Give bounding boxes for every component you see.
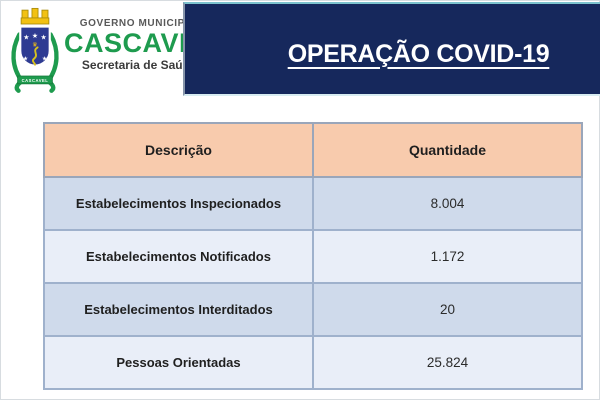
secretaria-label: Secretaria de Saúde: [81, 58, 197, 73]
row-value: 20: [312, 282, 583, 337]
shield: [19, 25, 51, 67]
covid-data-table: Descrição Quantidade Estabelecimentos In…: [43, 122, 583, 390]
table-row: Estabelecimentos Interditados 20: [43, 282, 583, 337]
crown-icon: ♛: [32, 42, 37, 49]
star-icon: ★: [32, 32, 38, 40]
page-title: OPERAÇÃO COVID-19: [287, 39, 550, 68]
row-label: Estabelecimentos Interditados: [43, 282, 314, 337]
mural-crown: [20, 7, 50, 25]
star-icon: ★: [42, 55, 48, 62]
table-row: Estabelecimentos Notificados 1.172: [43, 229, 583, 284]
row-value: 1.172: [312, 229, 583, 284]
title-banner: OPERAÇÃO COVID-19: [183, 2, 600, 96]
column-header-quantidade: Quantidade: [312, 122, 583, 178]
row-label: Pessoas Orientadas: [43, 335, 314, 390]
row-label: Estabelecimentos Inspecionados: [43, 176, 314, 231]
crest-ribbon: [17, 75, 53, 85]
governo-municipal-label: GOVERNO MUNICIPAL: [79, 18, 199, 29]
crest-ribbon-label: CASCAVEL: [22, 78, 49, 83]
serpent-icon: [31, 46, 39, 66]
table-row: Estabelecimentos Inspecionados 8.004: [43, 176, 583, 231]
table-row: Pessoas Orientadas 25.824: [43, 335, 583, 390]
row-value: 8.004: [312, 176, 583, 231]
star-icon: ★: [23, 55, 29, 62]
coat-of-arms-icon: ★ ★ ★ ♛ ★ ★ CASCAVEL: [11, 7, 59, 93]
row-value: 25.824: [312, 335, 583, 390]
column-header-descricao: Descrição: [43, 122, 314, 178]
star-icon: ★: [23, 34, 29, 42]
star-icon: ★: [41, 34, 47, 42]
row-label: Estabelecimentos Notificados: [43, 229, 314, 284]
table-header-row: Descrição Quantidade: [43, 122, 583, 178]
